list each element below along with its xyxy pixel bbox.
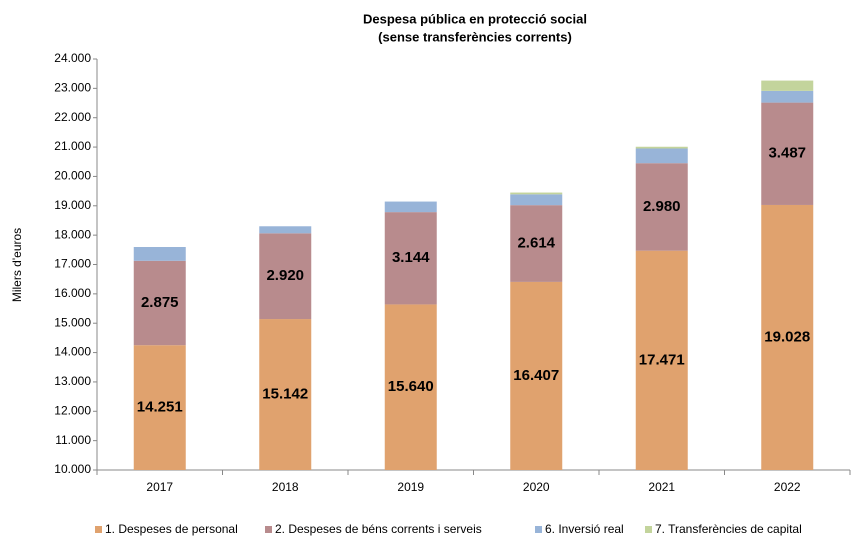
bar-segment [133,260,186,346]
value-label: 2.614 [517,235,555,252]
x-tick-label: 2018 [272,480,299,494]
y-tick-label: 20.000 [54,169,91,183]
chart-subtitle: (sense transferències corrents) [378,29,572,44]
bar-segment [510,281,563,470]
y-tick-label: 23.000 [54,81,91,95]
bar-segment [259,319,312,470]
legend-swatch [535,526,542,533]
y-tick-label: 11.000 [55,433,91,447]
bar-segment [259,233,312,320]
bar-segment [384,201,437,213]
x-tick-label: 2020 [523,480,550,494]
value-label: 3.144 [392,249,430,266]
legend-label: 7. Transferències de capital [655,522,802,536]
bar-segment [761,80,814,91]
value-label: 2.980 [643,198,681,215]
y-tick-label: 16.000 [54,286,91,300]
y-tick-label: 13.000 [54,374,91,388]
value-label: 19.028 [764,328,810,345]
y-axis-label: Milers d'euros [10,228,24,302]
bar-segment [133,345,186,470]
value-label: 15.640 [388,378,434,395]
bar-segment [384,212,437,305]
legend-label: 6. Inversió real [545,522,624,536]
bar-segment [259,226,312,234]
y-tick-label: 24.000 [54,51,91,65]
value-label: 3.487 [768,145,806,162]
value-label: 2.875 [141,294,179,311]
value-label: 15.142 [262,385,308,402]
y-tick-label: 22.000 [54,110,91,124]
x-tick-label: 2021 [648,480,675,494]
bar-segment [761,102,814,205]
bar-segment [510,192,563,195]
bar-segment [635,146,688,149]
bar-segment [635,163,688,251]
bar-segment [510,205,563,282]
y-tick-label: 12.000 [54,403,91,417]
x-tick-label: 2019 [397,480,424,494]
legend-swatch [265,526,272,533]
x-tick-label: 2022 [774,480,801,494]
bar-segment [761,90,814,103]
y-tick-label: 15.000 [54,315,91,329]
bar-segment [510,194,563,206]
value-label: 2.920 [266,267,304,284]
legend-swatch [645,526,652,533]
x-tick-label: 2017 [146,480,173,494]
y-tick-label: 21.000 [54,139,91,153]
bar-segment [761,204,814,470]
value-label: 16.407 [513,367,559,384]
bar-segment [635,148,688,164]
y-tick-label: 17.000 [54,257,91,271]
y-tick-label: 18.000 [54,227,91,241]
value-label: 17.471 [639,351,685,368]
y-tick-label: 14.000 [54,345,91,359]
bar-segment [635,250,688,470]
chart-title: Despesa pública en protecció social [363,11,587,26]
bar-segment [133,247,186,261]
legend-swatch [95,526,102,533]
value-label: 14.251 [137,399,183,416]
bar-segment [384,304,437,470]
y-tick-label: 10.000 [54,462,91,476]
y-tick-label: 19.000 [54,198,91,212]
legend-label: 2. Despeses de béns corrents i serveis [275,522,482,536]
legend-label: 1. Despeses de personal [105,522,238,536]
